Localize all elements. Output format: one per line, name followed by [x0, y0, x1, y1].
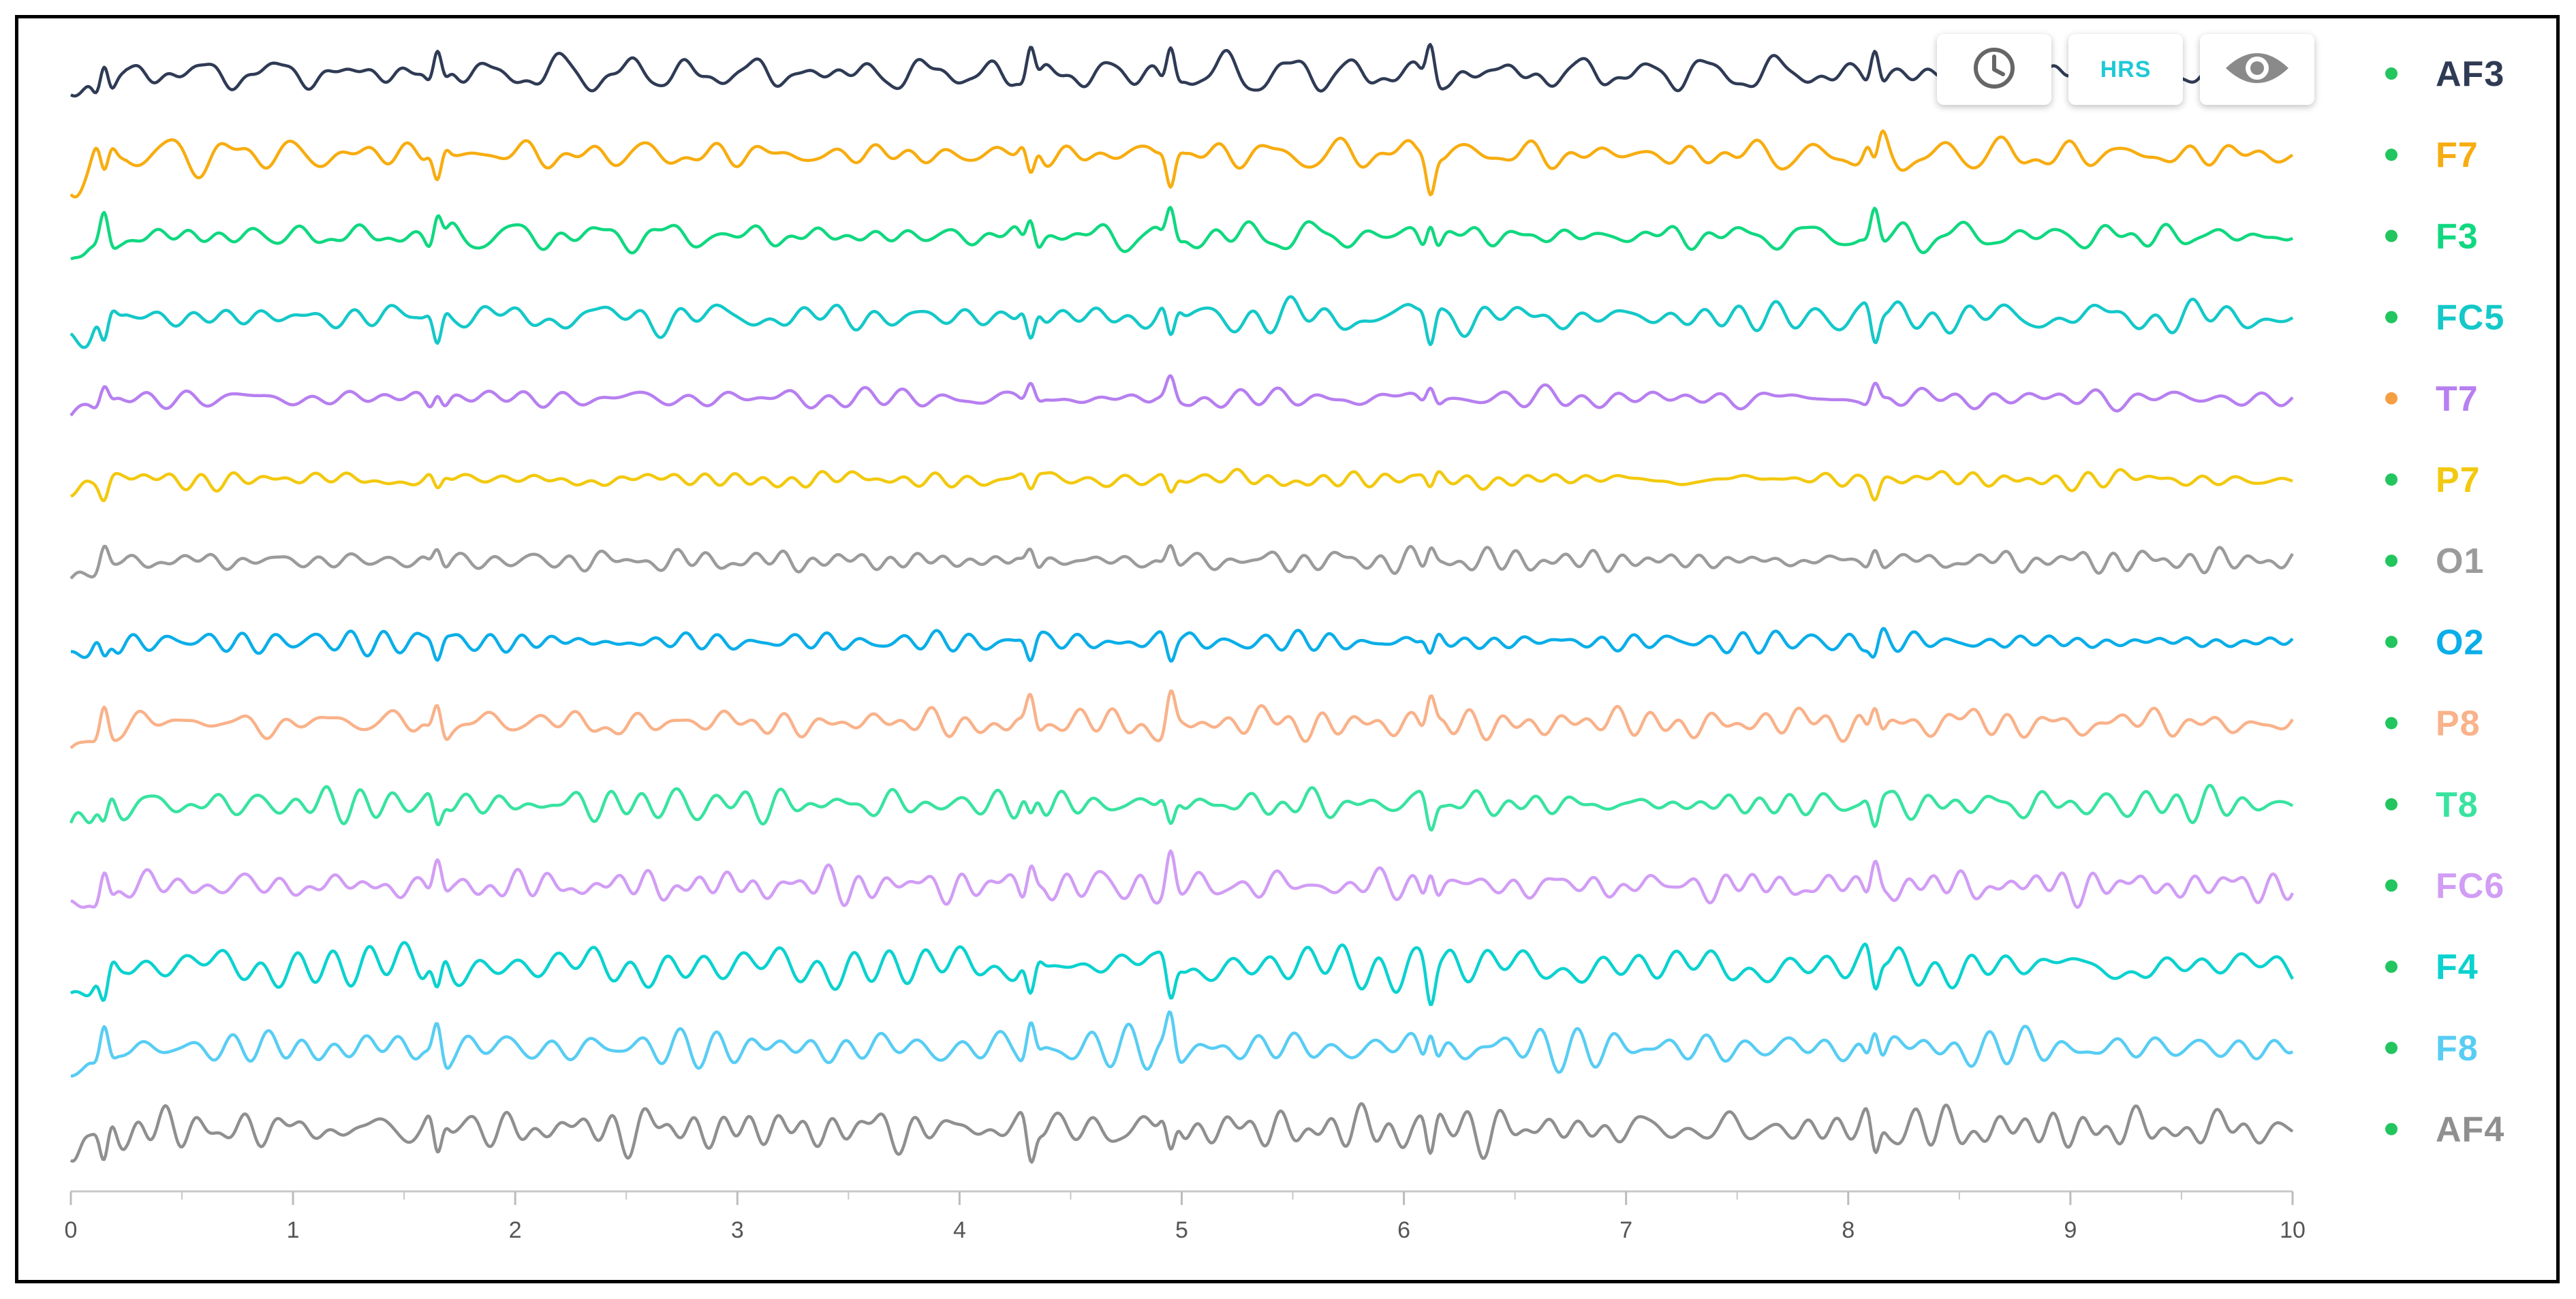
eeg-trace-af3	[69, 43, 2294, 98]
channel-label-t7[interactable]: T7	[2436, 379, 2479, 419]
x-tick-label: 6	[1397, 1217, 1410, 1243]
channel-status-dot	[2385, 473, 2397, 486]
channel-label-o2[interactable]: O2	[2436, 623, 2484, 662]
clock-icon	[1970, 44, 2018, 95]
channel-status-dot	[2385, 1042, 2397, 1054]
channel-label-p7[interactable]: P7	[2436, 460, 2481, 500]
eye-icon	[2223, 48, 2291, 92]
x-tick-label: 8	[1842, 1217, 1855, 1243]
x-tick-label: 5	[1175, 1217, 1188, 1243]
channel-label-p8[interactable]: P8	[2436, 704, 2481, 744]
eeg-trace-fc6	[70, 849, 2295, 909]
x-tick-label: 1	[287, 1217, 300, 1243]
hrs-button[interactable]: HRS	[2068, 34, 2183, 105]
channel-label-fc6[interactable]: FC6	[2436, 866, 2504, 906]
x-tick-label: 0	[65, 1217, 78, 1243]
eeg-trace-t7	[69, 374, 2294, 417]
time-window-button[interactable]	[1937, 34, 2051, 105]
eeg-trace-t8	[69, 783, 2294, 832]
eeg-trace-fc5	[69, 295, 2294, 349]
channel-label-o1[interactable]: O1	[2436, 542, 2484, 581]
eeg-trace-o2	[70, 627, 2294, 663]
channel-label-t8[interactable]: T8	[2436, 785, 2479, 825]
channel-label-af4[interactable]: AF4	[2436, 1110, 2504, 1150]
x-tick-label: 2	[509, 1217, 522, 1243]
x-tick-label: 4	[953, 1217, 966, 1243]
channel-legend: AF3 F7 F3 FC5 T7 P7 O1 O2 P8 T8 FC6 F4 F8 AF4	[2385, 54, 2504, 1150]
hrs-label: HRS	[2100, 56, 2152, 82]
channel-label-fc5[interactable]: FC5	[2436, 298, 2504, 338]
channel-status-dot	[2385, 717, 2397, 730]
channel-label-f4[interactable]: F4	[2436, 948, 2479, 987]
channel-status-dot	[2385, 1123, 2397, 1136]
x-tick-label: 9	[2064, 1217, 2077, 1243]
visibility-button[interactable]	[2200, 34, 2314, 105]
channel-status-dot	[2385, 798, 2397, 811]
channel-status-dot	[2385, 879, 2397, 892]
channel-status-dot	[2385, 554, 2397, 567]
eeg-trace-f3	[70, 206, 2294, 261]
channel-status-dot	[2385, 67, 2397, 80]
x-tick-label: 7	[1619, 1217, 1632, 1243]
eeg-trace-p7	[70, 467, 2293, 503]
chart-frame	[15, 15, 2560, 1283]
x-tick-label: 3	[731, 1217, 744, 1243]
eeg-trace-p8	[69, 689, 2294, 749]
eeg-trace-f7	[69, 129, 2294, 199]
eeg-trace-o1	[69, 544, 2294, 580]
x-tick-label: 10	[2280, 1217, 2306, 1243]
channel-status-dot	[2385, 148, 2397, 161]
channel-status-dot	[2385, 636, 2397, 648]
channel-label-f8[interactable]: F8	[2436, 1029, 2479, 1068]
series-layer	[69, 43, 2295, 1164]
channel-label-f3[interactable]: F3	[2436, 217, 2479, 256]
channel-status-dot	[2385, 230, 2397, 242]
channel-label-af3[interactable]: AF3	[2436, 54, 2504, 94]
eeg-trace-af4	[69, 1102, 2294, 1164]
channel-status-dot	[2385, 960, 2397, 973]
x-axis: 0 1 2 3 4 5 6 7 8 9 10	[65, 1190, 2306, 1243]
eeg-trace-f8	[70, 1010, 2294, 1078]
channel-status-dot	[2385, 311, 2397, 324]
channel-label-f7[interactable]: F7	[2436, 136, 2479, 175]
eeg-trace-f4	[69, 941, 2294, 1006]
channel-status-dot	[2385, 392, 2397, 405]
